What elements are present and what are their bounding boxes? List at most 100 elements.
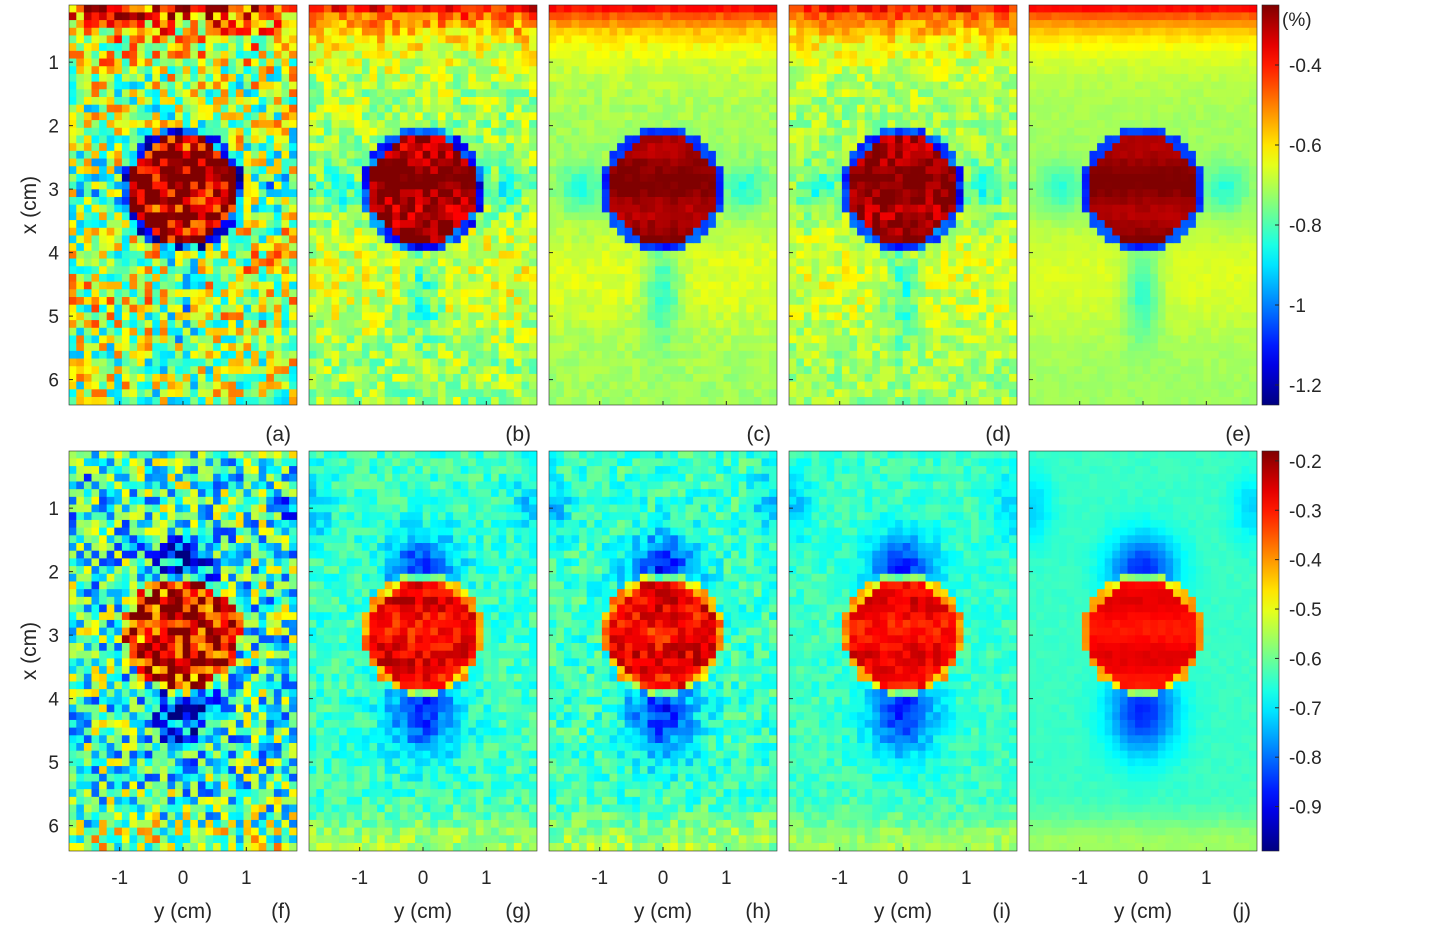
heatmap-cell: [708, 35, 717, 44]
heatmap-cell: [529, 327, 537, 337]
heatmap-cell: [498, 35, 507, 44]
heatmap-cell: [498, 250, 507, 260]
heatmap-cell: [685, 212, 694, 221]
heatmap-cell: [483, 135, 492, 144]
heatmap-cell: [617, 5, 626, 13]
heatmap-cell: [331, 227, 340, 237]
heatmap-cell: [639, 397, 649, 405]
heatmap-cell: [137, 104, 146, 113]
heatmap-cell: [415, 381, 424, 390]
heatmap-cell: [715, 235, 725, 244]
heatmap-cell: [220, 50, 229, 60]
heatmap-cell: [655, 320, 664, 329]
heatmap-cell: [437, 320, 447, 329]
heatmap-cell: [601, 197, 611, 206]
heatmap-cell: [422, 150, 431, 160]
heatmap-cell: [430, 120, 439, 129]
heatmap-cell: [670, 358, 679, 367]
heatmap-cell: [354, 366, 363, 375]
heatmap-cell: [475, 143, 485, 152]
heatmap-cell: [129, 5, 138, 13]
heatmap-cell: [331, 150, 340, 160]
heatmap-cell: [83, 73, 93, 83]
heatmap-cell: [529, 258, 537, 267]
heatmap-cell: [144, 397, 153, 405]
heatmap-cell: [331, 343, 340, 352]
heatmap-cell: [339, 204, 348, 213]
heatmap-cell: [159, 35, 169, 44]
heatmap-cell: [811, 381, 820, 390]
heatmap-cell: [273, 273, 283, 283]
heatmap-cell: [549, 97, 557, 106]
heatmap-cell: [529, 20, 537, 29]
heatmap-cell: [475, 304, 485, 313]
heatmap-cell: [708, 66, 717, 75]
heatmap-cell: [137, 89, 146, 98]
heatmap-cell: [152, 227, 161, 237]
heatmap-cell: [746, 343, 755, 352]
heatmap-cell: [769, 381, 777, 390]
heatmap-cell: [316, 143, 325, 152]
heatmap-cell: [632, 97, 641, 106]
heatmap-cell: [647, 35, 656, 44]
heatmap-cell: [685, 312, 694, 321]
heatmap-cell: [83, 81, 93, 90]
heatmap-cell: [437, 89, 447, 98]
heatmap-cell: [384, 97, 393, 106]
heatmap-cell: [159, 220, 169, 229]
heatmap-cell: [811, 304, 820, 313]
heatmap-cell: [685, 135, 694, 144]
heatmap-cell: [144, 327, 153, 337]
heatmap-cell: [571, 120, 580, 129]
heatmap-cell: [106, 250, 115, 260]
heatmap-cell: [316, 297, 325, 306]
heatmap-cell: [746, 20, 755, 29]
heatmap-cell: [521, 43, 530, 52]
heatmap-cell: [220, 135, 229, 144]
heatmap-cell: [549, 289, 557, 298]
heatmap-cell: [354, 143, 363, 152]
heatmap-cell: [571, 327, 580, 337]
heatmap-cell: [453, 312, 462, 321]
heatmap-cell: [235, 181, 245, 190]
heatmap-cell: [746, 120, 755, 129]
heatmap-cell: [121, 373, 131, 383]
heatmap-cell: [647, 281, 656, 290]
heatmap-cell: [746, 81, 755, 90]
heatmap-cell: [121, 389, 131, 398]
heatmap-cell: [594, 43, 603, 52]
heatmap-cell: [655, 73, 664, 83]
heatmap-cell: [309, 35, 317, 44]
heatmap-cell: [715, 120, 725, 129]
heatmap-cell: [753, 327, 763, 337]
heatmap-cell: [819, 173, 828, 183]
heatmap-cell: [175, 235, 184, 244]
heatmap-cell: [483, 335, 492, 344]
heatmap-cell: [460, 335, 469, 344]
heatmap-cell: [632, 366, 641, 375]
heatmap-cell: [175, 120, 184, 129]
heatmap-cell: [354, 5, 363, 13]
heatmap-cell: [331, 43, 340, 52]
heatmap-cell: [175, 12, 184, 21]
heatmap-cell: [159, 304, 169, 313]
heatmap-cell: [453, 304, 462, 313]
heatmap-cell: [460, 5, 469, 13]
heatmap-cell: [175, 43, 184, 52]
heatmap-cell: [700, 327, 709, 337]
heatmap-cell: [594, 366, 603, 375]
heatmap-cell: [235, 97, 245, 106]
heatmap-cell: [114, 143, 123, 152]
heatmap-cell: [662, 235, 671, 244]
heatmap-cell: [167, 258, 176, 267]
heatmap-cell: [354, 189, 363, 198]
heatmap-cell: [468, 227, 477, 237]
heatmap-cell: [662, 166, 671, 175]
heatmap-cell: [475, 381, 485, 390]
heatmap-cell: [491, 312, 500, 321]
heatmap-cell: [266, 358, 275, 367]
heatmap-cell: [796, 181, 805, 190]
heatmap-cell: [289, 343, 297, 352]
heatmap-cell: [549, 158, 557, 167]
heatmap-cell: [549, 227, 557, 237]
